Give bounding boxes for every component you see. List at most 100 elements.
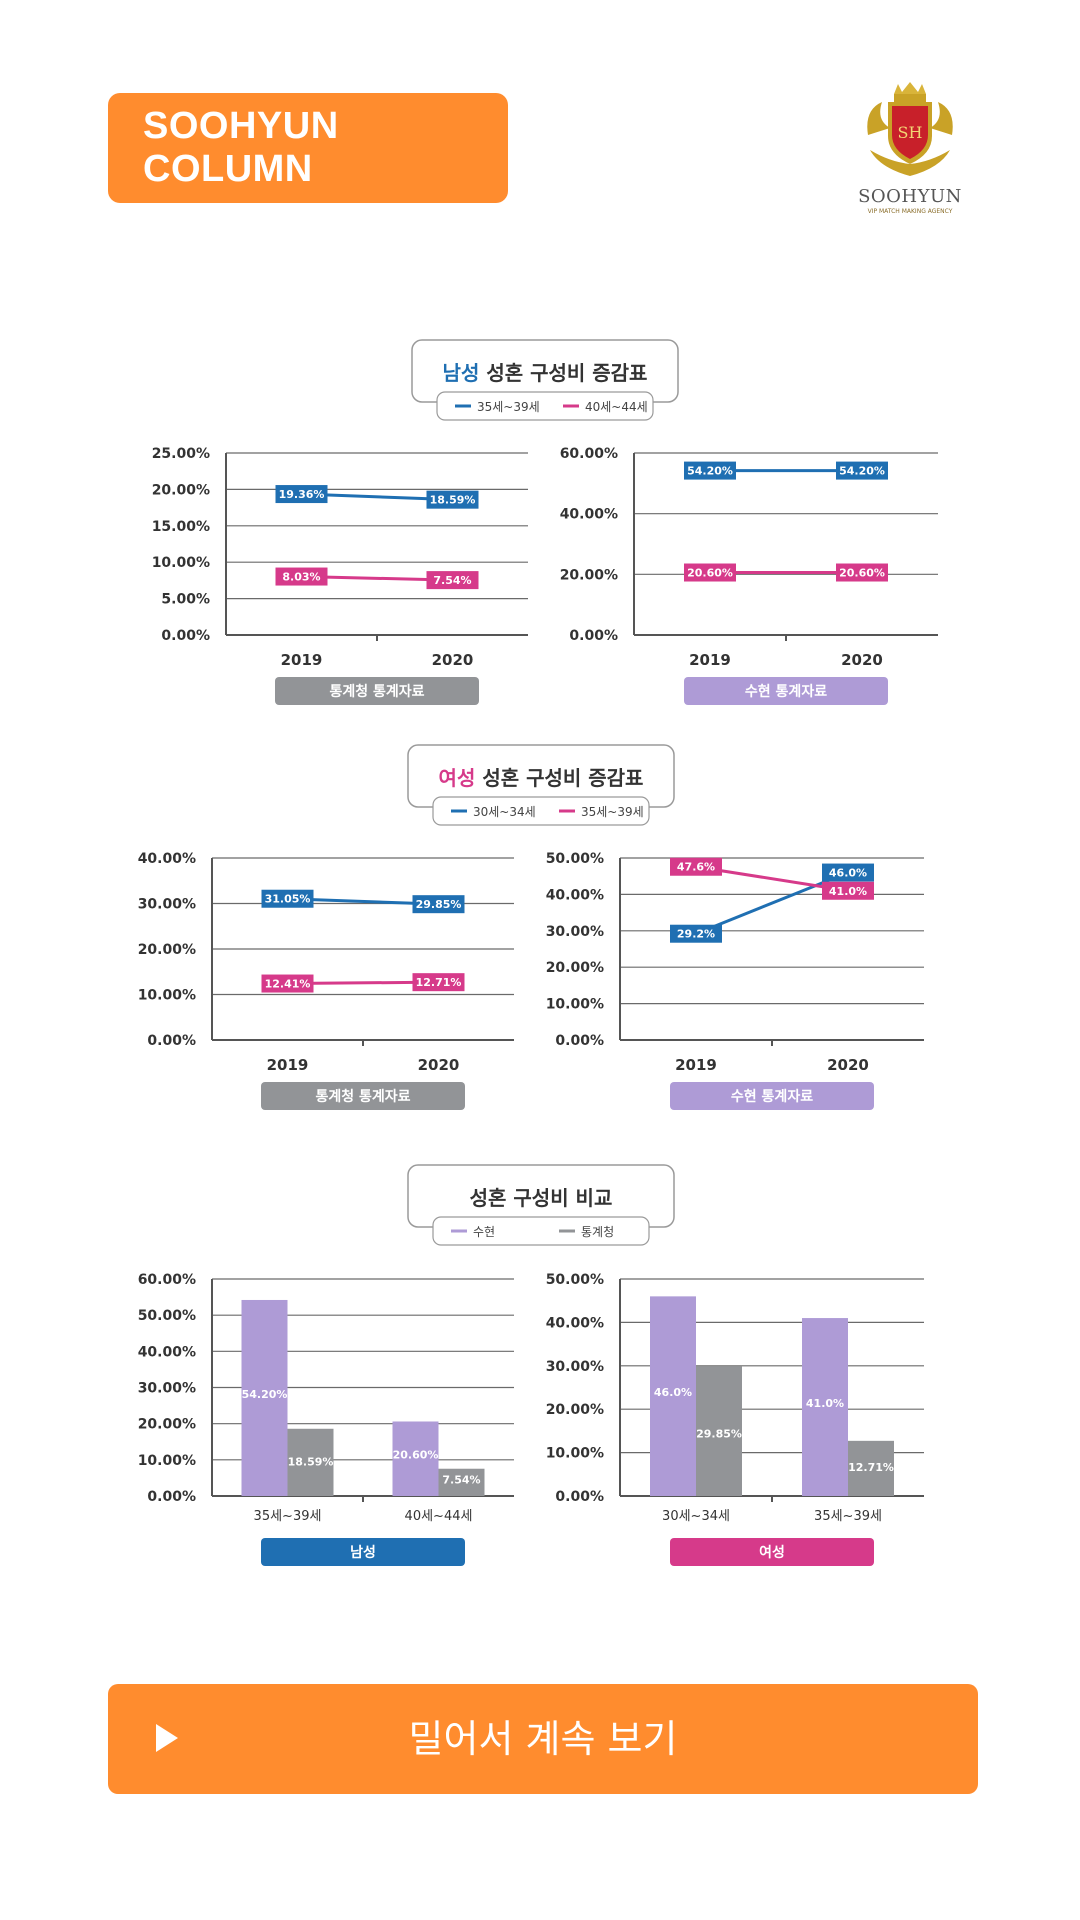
x-tick-label: 2020 (432, 651, 474, 669)
section-title-text: 성혼 구성비 비교 (470, 1186, 613, 1210)
data-label-box (684, 461, 736, 480)
data-label-box (836, 461, 888, 480)
y-tick-label: 20.00% (152, 482, 210, 498)
source-label: 통계청 통계자료 (315, 1089, 410, 1105)
crest-icon: SH (867, 82, 953, 176)
y-tick-label: 50.00% (546, 1272, 604, 1288)
x-tick-label: 2019 (281, 651, 323, 669)
y-tick-label: 40.00% (138, 851, 196, 867)
data-label: 18.59% (430, 494, 476, 507)
legend-box (436, 391, 654, 421)
bar (438, 1468, 485, 1496)
y-tick-label: 10.00% (138, 1453, 196, 1469)
section-title-text: 성혼 구성비 증감표 (479, 361, 647, 385)
data-label-box (836, 563, 888, 582)
section-title: 여성 성혼 구성비 증감표 (439, 766, 644, 790)
y-tick-label: 50.00% (546, 851, 604, 867)
y-tick-label: 10.00% (152, 555, 210, 571)
source-label: 수현 통계자료 (745, 684, 827, 700)
y-tick-label: 25.00% (152, 446, 210, 462)
data-label: 7.54% (433, 574, 471, 587)
source-pill (261, 1538, 465, 1566)
data-label-box (426, 571, 479, 590)
data-label: 47.6% (677, 861, 715, 874)
source-pill (670, 1082, 874, 1110)
data-label-box (275, 485, 328, 504)
y-tick-label: 0.00% (569, 628, 618, 644)
y-tick-label: 40.00% (546, 887, 604, 903)
bar (287, 1428, 334, 1496)
bar-data-label: 7.54% (442, 1474, 480, 1487)
x-tick-label: 35세~39세 (254, 1509, 322, 1524)
source-label: 통계청 통계자료 (329, 684, 424, 700)
bar (241, 1299, 288, 1496)
logo-tagline: VIP MATCH MAKING AGENCY (867, 208, 953, 215)
legend-label: 수현 (473, 1225, 495, 1239)
y-tick-label: 20.00% (138, 1417, 196, 1433)
legend-label: 35세~39세 (477, 400, 540, 414)
column-badge: SOOHYUN COLUMN (108, 93, 508, 203)
y-tick-label: 0.00% (147, 1489, 196, 1505)
data-label: 19.36% (279, 488, 325, 501)
data-label-box (412, 895, 465, 914)
section-title: 성혼 구성비 비교 (470, 1186, 613, 1210)
x-tick-label: 30세~34세 (662, 1509, 730, 1524)
y-tick-label: 40.00% (560, 507, 618, 523)
y-tick-label: 10.00% (546, 1446, 604, 1462)
y-tick-label: 20.00% (546, 1402, 604, 1418)
source-pill (261, 1082, 465, 1110)
data-label-box (670, 857, 722, 876)
data-label: 12.71% (416, 976, 462, 989)
bar (802, 1318, 848, 1496)
y-tick-label: 50.00% (138, 1308, 196, 1324)
y-tick-label: 30.00% (138, 897, 196, 913)
y-tick-label: 0.00% (555, 1033, 604, 1049)
legend-box (432, 796, 650, 826)
data-label-box (275, 567, 328, 586)
bar-data-label: 12.71% (848, 1461, 894, 1474)
data-label: 31.05% (265, 893, 311, 906)
y-tick-label: 20.00% (546, 960, 604, 976)
y-tick-label: 30.00% (546, 924, 604, 940)
soohyun-logo: SH SOOHYUN VIP MATCH MAKING AGENCY (850, 80, 970, 220)
y-tick-label: 0.00% (161, 628, 210, 644)
legend-label: 35세~39세 (581, 805, 644, 819)
y-tick-label: 40.00% (138, 1344, 196, 1360)
data-label-box (261, 974, 314, 993)
data-label: 29.85% (416, 898, 462, 911)
x-tick-label: 40세~44세 (405, 1509, 473, 1524)
y-tick-label: 15.00% (152, 519, 210, 535)
data-label: 54.20% (839, 465, 885, 478)
x-tick-label: 2019 (689, 651, 731, 669)
data-label-box (684, 563, 736, 582)
section-title-accent: 여성 (439, 766, 476, 790)
legend-label: 30세~34세 (473, 805, 536, 819)
source-label: 남성 (350, 1544, 376, 1561)
source-label: 수현 통계자료 (731, 1089, 813, 1105)
section-title-text: 성혼 구성비 증감표 (475, 766, 643, 790)
swipe-continue-button[interactable]: 밀어서 계속 보기 (108, 1684, 978, 1794)
data-label: 8.03% (282, 571, 320, 584)
source-pill (275, 677, 479, 705)
section-title: 남성 성혼 구성비 증감표 (443, 361, 648, 385)
bar-data-label: 46.0% (654, 1386, 692, 1399)
source-pill (670, 1538, 874, 1566)
data-label: 20.60% (839, 567, 885, 580)
x-tick-label: 35세~39세 (814, 1509, 882, 1524)
source-label: 여성 (759, 1544, 785, 1561)
data-label: 41.0% (829, 885, 867, 898)
y-tick-label: 5.00% (161, 592, 210, 608)
x-tick-label: 2020 (418, 1056, 460, 1074)
data-label: 12.41% (265, 978, 311, 991)
swipe-continue-label: 밀어서 계속 보기 (408, 1717, 678, 1761)
bar-data-label: 29.85% (696, 1428, 742, 1441)
bar-data-label: 20.60% (393, 1449, 439, 1462)
y-tick-label: 30.00% (546, 1359, 604, 1375)
legend-label: 통계청 (581, 1225, 614, 1239)
y-tick-label: 20.00% (138, 942, 196, 958)
y-tick-label: 10.00% (546, 997, 604, 1013)
data-label-box (261, 889, 314, 908)
data-label-box (426, 490, 479, 509)
y-tick-label: 10.00% (138, 988, 196, 1004)
data-label-box (412, 973, 465, 992)
